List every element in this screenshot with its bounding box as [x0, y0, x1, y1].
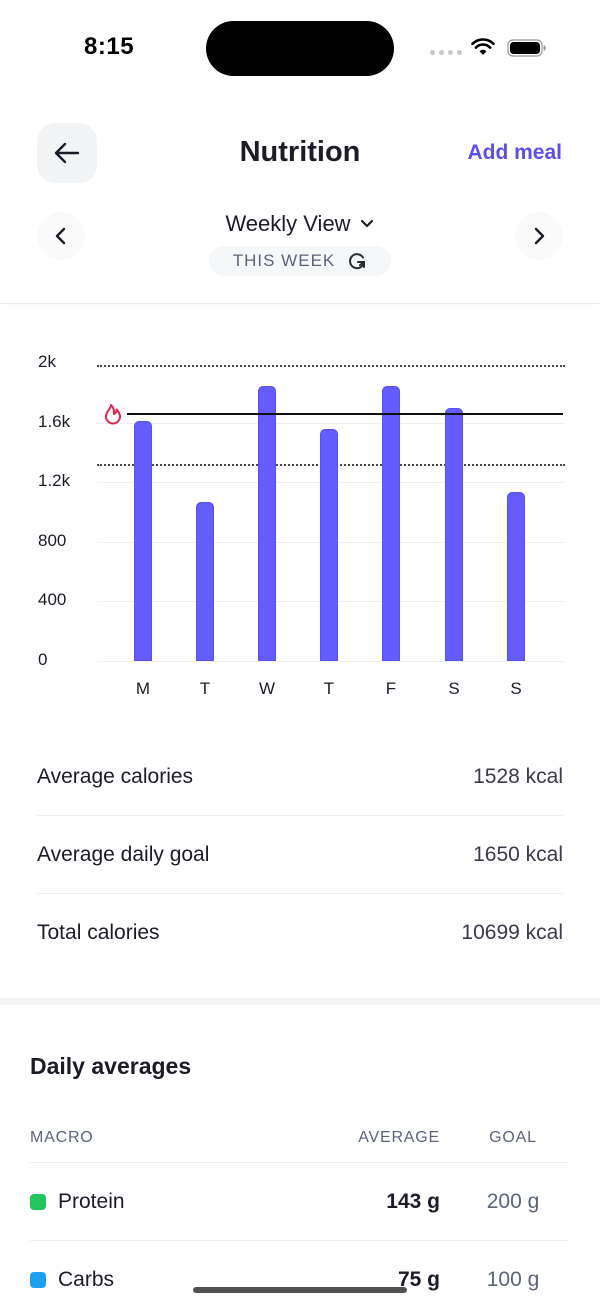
wifi-icon	[471, 38, 495, 55]
protein-color-swatch	[30, 1193, 46, 1210]
bar-friday[interactable]	[382, 386, 400, 661]
daily-averages-title: Daily averages	[30, 1053, 192, 1079]
y-tick-label: 1.2k	[38, 471, 71, 490]
summary-value: 1650 kcal	[473, 842, 563, 866]
summary-value: 1528 kcal	[473, 764, 563, 788]
macro-table-header: MACRO AVERAGE GOAL	[30, 1113, 568, 1163]
macro-goal: 100 g	[486, 1267, 540, 1291]
bar-saturday[interactable]	[445, 408, 463, 661]
view-selector-label: Weekly View	[225, 211, 351, 236]
status-time: 8:15	[84, 33, 135, 60]
bar-thursday[interactable]	[320, 429, 338, 661]
macro-name: Protein	[58, 1189, 125, 1213]
y-tick-label: 1.6k	[38, 412, 71, 431]
x-tick-label: T	[323, 679, 335, 698]
add-meal-button[interactable]: Add meal	[467, 141, 562, 164]
summary-row-average-daily-goal: Average daily goal 1650 kcal	[37, 816, 563, 894]
header-divider	[0, 303, 600, 304]
view-selector-dropdown[interactable]: Weekly View	[0, 211, 600, 237]
refresh-icon	[349, 253, 366, 270]
summary-label: Average calories	[37, 764, 194, 788]
x-tick-label: S	[448, 679, 460, 698]
flame-icon	[105, 404, 121, 425]
chevron-down-icon	[360, 219, 373, 228]
macro-average: 75 g	[397, 1267, 440, 1291]
macro-row-protein: Protein 143 g 200 g	[30, 1163, 568, 1241]
y-tick-label: 2k	[38, 352, 56, 371]
column-header-macro: MACRO	[30, 1128, 94, 1146]
chevron-right-icon	[534, 227, 545, 245]
x-tick-label: S	[510, 679, 522, 698]
macro-name: Carbs	[58, 1267, 115, 1291]
x-tick-label: W	[258, 679, 276, 698]
bar-sunday[interactable]	[507, 492, 525, 661]
range-label: THIS WEEK	[232, 251, 336, 270]
bar-tuesday[interactable]	[196, 502, 214, 661]
x-tick-label: F	[385, 679, 397, 698]
bar-wednesday[interactable]	[258, 386, 276, 661]
y-tick-label: 400	[38, 590, 67, 609]
summary-row-total-calories: Total calories 10699 kcal	[37, 894, 563, 972]
battery-icon	[507, 39, 546, 57]
previous-week-button[interactable]	[37, 212, 85, 260]
calories-bar-chart: 2k 1.6k 1.2k 800 400 0 M T W T F S S	[0, 330, 600, 710]
summary-row-average-calories: Average calories 1528 kcal	[37, 738, 563, 816]
y-tick-label: 800	[38, 531, 67, 550]
macro-goal: 200 g	[486, 1189, 540, 1213]
x-tick-label: T	[199, 679, 211, 698]
range-upper-line	[97, 365, 565, 367]
dynamic-island	[206, 21, 394, 76]
home-indicator[interactable]	[193, 1287, 407, 1293]
column-header-goal: GOAL	[489, 1128, 537, 1146]
next-week-button[interactable]	[515, 212, 563, 260]
gridline	[97, 661, 565, 662]
macro-table: MACRO AVERAGE GOAL Protein 143 g 200 g C…	[30, 1113, 568, 1305]
this-week-reset-button[interactable]: THIS WEEK	[209, 246, 391, 276]
cellular-signal-icon	[430, 50, 462, 55]
column-header-average: AVERAGE	[358, 1128, 440, 1146]
summary-label: Average daily goal	[37, 842, 210, 866]
carbs-color-swatch	[30, 1271, 46, 1288]
macro-row-carbs: Carbs 75 g 100 g	[30, 1241, 568, 1305]
gridline	[97, 423, 565, 424]
chevron-left-icon	[55, 227, 66, 245]
summary-value: 10699 kcal	[461, 921, 563, 944]
y-tick-label: 0	[38, 650, 48, 669]
bar-monday[interactable]	[134, 421, 152, 661]
section-divider	[0, 998, 600, 1005]
arrow-left-icon	[54, 142, 80, 164]
back-button[interactable]	[37, 123, 97, 183]
status-bar: 8:15	[0, 0, 600, 100]
goal-line	[127, 413, 563, 415]
macro-average: 143 g	[386, 1189, 440, 1213]
calorie-summary: Average calories 1528 kcal Average daily…	[37, 738, 563, 972]
page-title: Nutrition	[239, 136, 361, 168]
x-tick-label: M	[135, 679, 151, 698]
summary-label: Total calories	[37, 921, 160, 944]
